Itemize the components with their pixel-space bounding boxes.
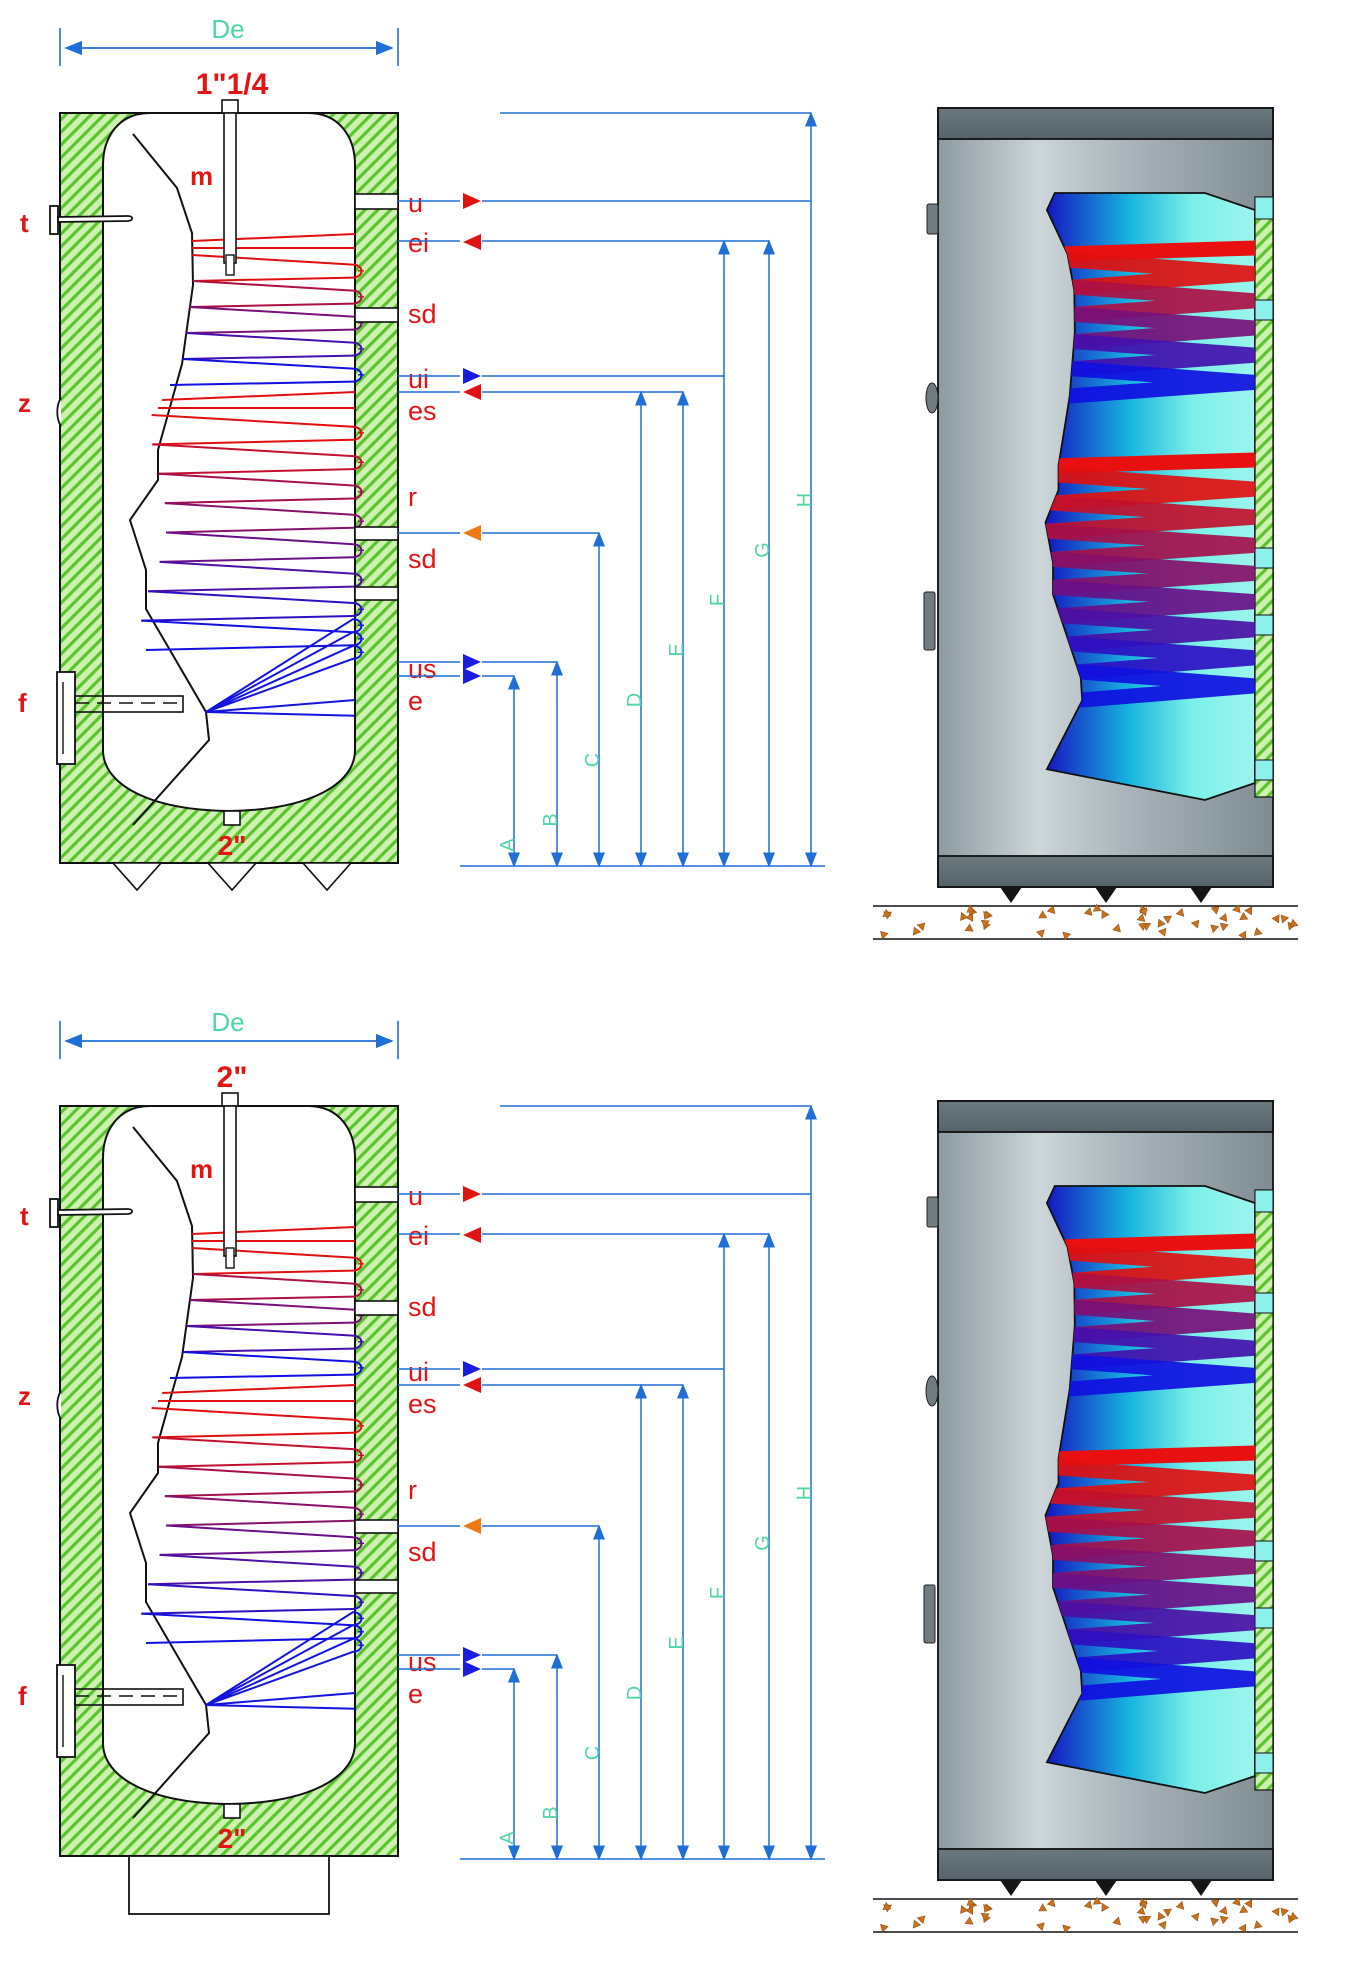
svg-text:es: es xyxy=(408,396,437,426)
svg-text:H: H xyxy=(794,1486,816,1500)
svg-text:+: + xyxy=(357,1257,364,1271)
svg-text:+: + xyxy=(357,1419,364,1433)
svg-text:m: m xyxy=(190,161,213,191)
svg-text:+: + xyxy=(357,290,364,304)
svg-text:e: e xyxy=(408,686,423,716)
svg-text:r: r xyxy=(408,1475,417,1505)
svg-text:+: + xyxy=(357,632,364,646)
svg-text:C: C xyxy=(582,1746,604,1760)
svg-text:E: E xyxy=(666,1636,688,1649)
svg-text:De: De xyxy=(211,14,244,44)
svg-text:+: + xyxy=(357,1478,364,1492)
svg-text:us: us xyxy=(408,654,437,684)
svg-text:sd: sd xyxy=(408,1537,437,1567)
svg-text:sd: sd xyxy=(408,544,437,574)
svg-text:A: A xyxy=(497,838,519,852)
svg-text:+: + xyxy=(357,1335,364,1349)
svg-text:1"1/4: 1"1/4 xyxy=(196,68,269,101)
svg-text:+: + xyxy=(357,1566,364,1580)
svg-text:+: + xyxy=(357,1449,364,1463)
svg-text:+: + xyxy=(357,342,364,356)
svg-text:ui: ui xyxy=(408,364,429,394)
svg-text:+: + xyxy=(357,1283,364,1297)
svg-text:sd: sd xyxy=(408,299,437,329)
svg-text:G: G xyxy=(752,1535,774,1551)
svg-text:z: z xyxy=(18,1381,31,1411)
svg-text:+: + xyxy=(357,603,364,617)
svg-text:m: m xyxy=(190,1154,213,1184)
svg-text:A: A xyxy=(497,1831,519,1845)
svg-text:+: + xyxy=(357,1361,364,1375)
svg-text:D: D xyxy=(624,1686,646,1700)
svg-text:ei: ei xyxy=(408,228,429,258)
svg-text:+: + xyxy=(357,1625,364,1639)
svg-text:+: + xyxy=(357,619,364,633)
svg-text:sd: sd xyxy=(408,1292,437,1322)
svg-text:+: + xyxy=(357,1537,364,1551)
svg-text:+: + xyxy=(357,426,364,440)
svg-text:De: De xyxy=(211,1007,244,1037)
svg-text:2": 2" xyxy=(218,1823,247,1854)
svg-text:F: F xyxy=(707,1587,729,1599)
svg-text:es: es xyxy=(408,1389,437,1419)
svg-text:D: D xyxy=(624,693,646,707)
svg-text:2": 2" xyxy=(217,1061,248,1094)
svg-text:f: f xyxy=(18,688,27,718)
svg-text:ei: ei xyxy=(408,1221,429,1251)
svg-text:E: E xyxy=(666,643,688,656)
svg-text:u: u xyxy=(408,1181,423,1211)
svg-text:+: + xyxy=(357,1638,364,1652)
svg-text:z: z xyxy=(18,388,31,418)
svg-text:+: + xyxy=(357,573,364,587)
svg-text:B: B xyxy=(540,813,562,826)
svg-text:C: C xyxy=(582,753,604,767)
svg-text:+: + xyxy=(357,456,364,470)
svg-text:G: G xyxy=(752,542,774,558)
svg-text:t: t xyxy=(20,208,29,238)
svg-text:ui: ui xyxy=(408,1357,429,1387)
svg-text:r: r xyxy=(408,482,417,512)
svg-text:+: + xyxy=(357,544,364,558)
svg-text:us: us xyxy=(408,1647,437,1677)
svg-text:B: B xyxy=(540,1806,562,1819)
svg-text:t: t xyxy=(20,1201,29,1231)
svg-text:+: + xyxy=(357,1612,364,1626)
svg-text:+: + xyxy=(357,1596,364,1610)
svg-text:+: + xyxy=(357,485,364,499)
svg-text:2": 2" xyxy=(218,830,247,861)
svg-text:f: f xyxy=(18,1681,27,1711)
svg-text:+: + xyxy=(357,264,364,278)
svg-text:e: e xyxy=(408,1679,423,1709)
svg-text:H: H xyxy=(794,493,816,507)
svg-text:+: + xyxy=(357,645,364,659)
svg-text:F: F xyxy=(707,594,729,606)
svg-text:+: + xyxy=(357,368,364,382)
svg-text:u: u xyxy=(408,188,423,218)
